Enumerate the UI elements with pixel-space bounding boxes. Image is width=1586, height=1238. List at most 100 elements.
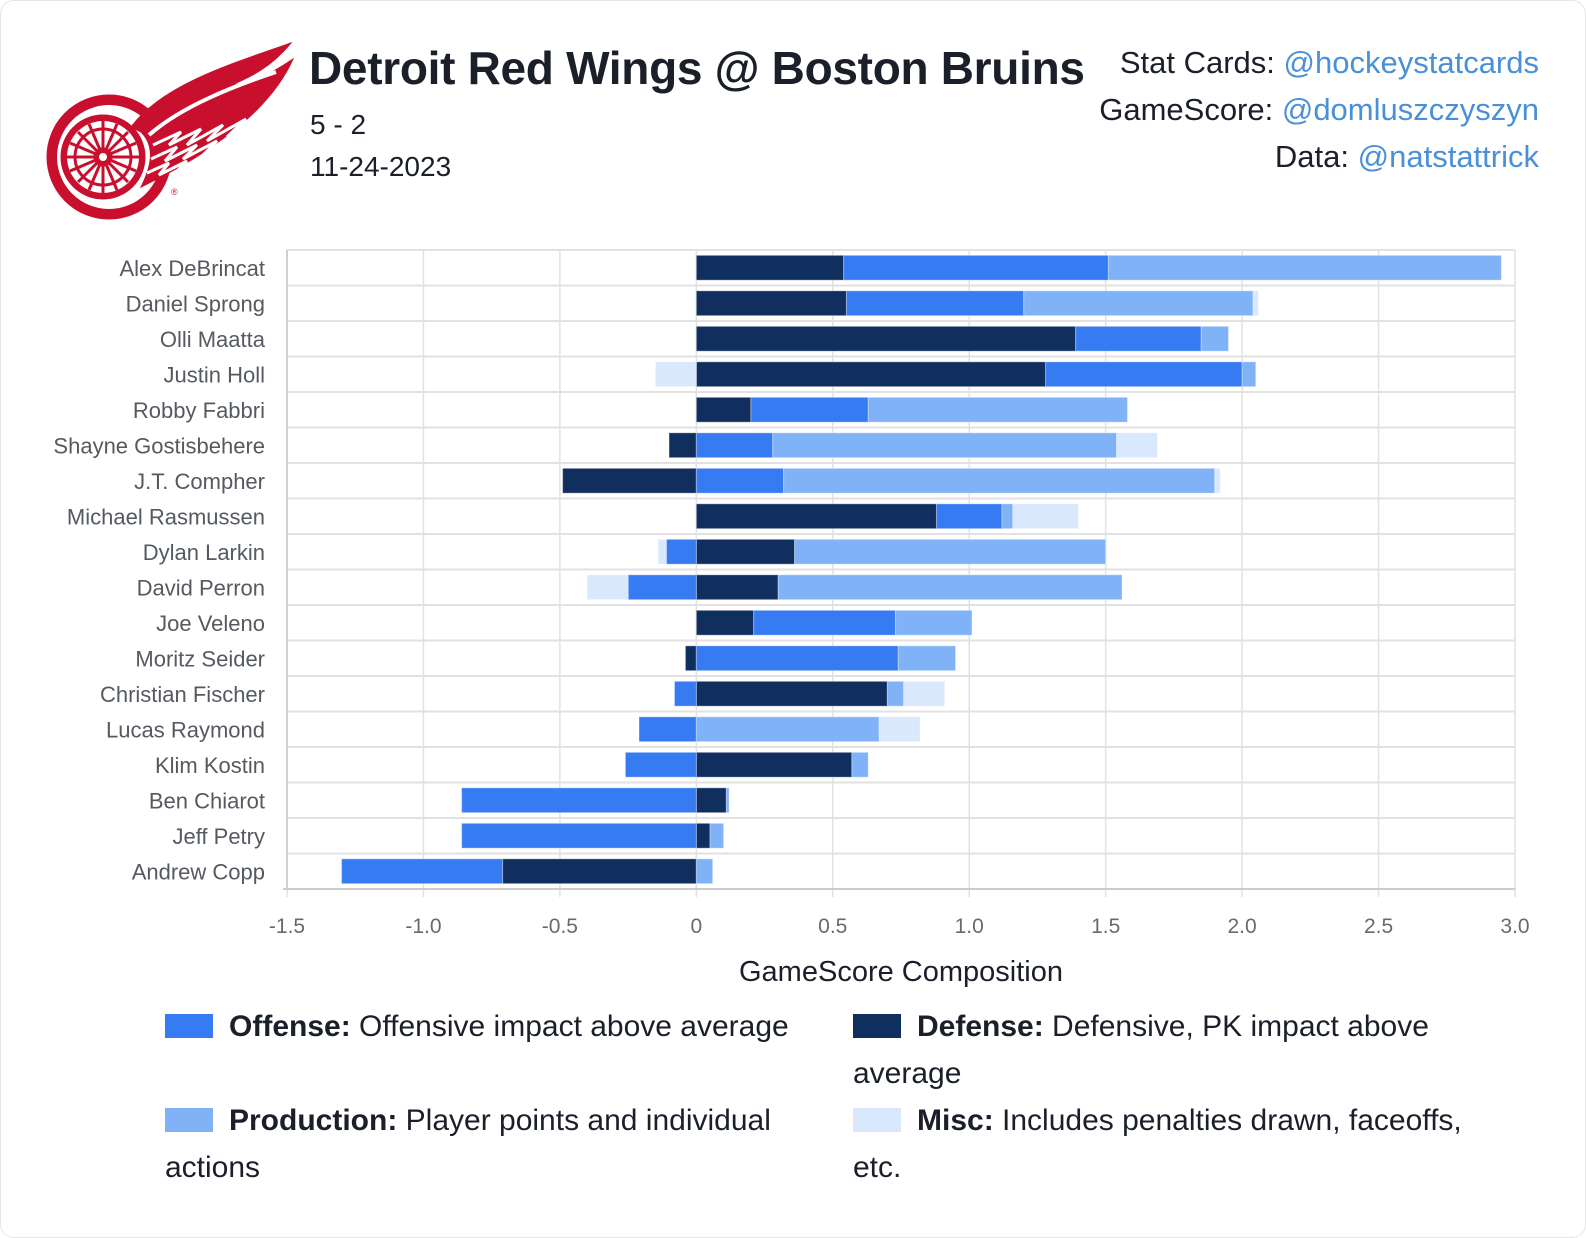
bar-production[interactable]	[1200, 325, 1229, 352]
bar-misc[interactable]	[654, 361, 697, 388]
legend-desc: Defensive, PK impact above average	[853, 1010, 1429, 1090]
bar-defense[interactable]	[562, 467, 697, 494]
legend-desc: Offensive impact above average	[350, 1010, 789, 1043]
bar-misc[interactable]	[1252, 290, 1259, 317]
bar-offense[interactable]	[624, 751, 697, 778]
credit-label: GameScore:	[1099, 92, 1282, 127]
x-tick-label: 0.5	[818, 915, 847, 938]
y-tick-label: Ben Chiarot	[149, 788, 265, 813]
bar-offense[interactable]	[665, 538, 697, 565]
bar-defense[interactable]	[502, 858, 697, 885]
bar-defense[interactable]	[695, 361, 1047, 388]
bar-production[interactable]	[725, 787, 730, 814]
bar-production[interactable]	[1001, 503, 1014, 530]
bar-production[interactable]	[794, 538, 1107, 565]
bar-production[interactable]	[886, 680, 905, 707]
bar-offense[interactable]	[750, 396, 869, 423]
bar-misc[interactable]	[1214, 467, 1221, 494]
legend-label: Misc:	[917, 1104, 994, 1137]
bar-misc[interactable]	[657, 538, 667, 565]
legend-desc: Player points and individual actions	[165, 1104, 771, 1184]
bar-production[interactable]	[895, 609, 973, 636]
legend-swatch-production	[165, 1108, 213, 1132]
bar-misc[interactable]	[586, 574, 629, 601]
y-tick-label: J.T. Compher	[134, 469, 265, 494]
y-tick-label: Robby Fabbri	[133, 398, 265, 423]
bar-production[interactable]	[772, 432, 1118, 459]
bar-defense[interactable]	[695, 538, 796, 565]
bar-defense[interactable]	[695, 254, 845, 281]
bar-offense[interactable]	[341, 858, 504, 885]
game-date: 11-24-2023	[310, 151, 452, 182]
bar-misc[interactable]	[878, 716, 921, 743]
bar-defense[interactable]	[695, 574, 779, 601]
legend-item-offense: Offense: Offensive impact above average	[165, 1003, 845, 1050]
credit-label: Data:	[1274, 139, 1358, 174]
x-tick-label: 1.0	[955, 915, 984, 938]
y-tick-label: Jeff Petry	[172, 824, 265, 849]
bar-offense[interactable]	[1045, 361, 1243, 388]
bar-misc[interactable]	[1116, 432, 1159, 459]
bar-production[interactable]	[695, 716, 880, 743]
bar-offense[interactable]	[627, 574, 697, 601]
x-tick-label: 1.5	[1091, 915, 1120, 938]
bar-offense[interactable]	[843, 254, 1109, 281]
x-tick-label: -0.5	[542, 915, 578, 938]
bar-production[interactable]	[709, 822, 725, 849]
bar-defense[interactable]	[695, 787, 727, 814]
bar-offense[interactable]	[935, 503, 1003, 530]
bar-defense[interactable]	[695, 503, 937, 530]
bar-defense[interactable]	[695, 822, 711, 849]
y-tick-label: Shayne Gostisbehere	[53, 433, 265, 458]
bar-misc[interactable]	[903, 680, 946, 707]
credit-link-hockeystatcards[interactable]: @hockeystatcards	[1283, 45, 1539, 80]
bar-defense[interactable]	[695, 609, 755, 636]
credits: Stat Cards: @hockeystatcards GameScore: …	[1099, 39, 1539, 180]
bar-misc[interactable]	[1012, 503, 1079, 530]
bar-defense[interactable]	[695, 680, 888, 707]
x-tick-label: -1.0	[405, 915, 441, 938]
credit-data: Data: @natstattrick	[1099, 133, 1539, 180]
bar-defense[interactable]	[695, 325, 1077, 352]
bar-defense[interactable]	[684, 645, 697, 672]
bar-production[interactable]	[1241, 361, 1257, 388]
credit-link-natstattrick[interactable]: @natstattrick	[1357, 139, 1539, 174]
bar-offense[interactable]	[695, 645, 899, 672]
x-tick-label: 2.5	[1364, 915, 1393, 938]
x-axis-title: GameScore Composition	[739, 956, 1063, 988]
gamescore-bar-chart: Alex DeBrincat Daniel Sprong Olli Maatta Ju…	[53, 249, 1530, 988]
legend-label: Defense:	[917, 1010, 1044, 1043]
bar-offense[interactable]	[753, 609, 897, 636]
bar-production[interactable]	[867, 396, 1128, 423]
bar-production[interactable]	[777, 574, 1123, 601]
bar-defense[interactable]	[695, 751, 853, 778]
bar-offense[interactable]	[638, 716, 697, 743]
bar-production[interactable]	[695, 858, 714, 885]
legend-item-production: Production: Player points and individual…	[165, 1097, 825, 1191]
legend-item-misc: Misc: Includes penalties drawn, faceoffs…	[853, 1097, 1513, 1191]
bar-production[interactable]	[1107, 254, 1502, 281]
game-title: Detroit Red Wings @ Boston Bruins	[309, 42, 1085, 94]
game-score: 5 - 2	[310, 109, 367, 140]
y-tick-label: Olli Maatta	[160, 327, 266, 352]
bar-defense[interactable]	[695, 290, 847, 317]
bar-offense[interactable]	[461, 822, 697, 849]
bar-production[interactable]	[897, 645, 957, 672]
bar-offense[interactable]	[695, 432, 774, 459]
credit-link-domluszczyszyn[interactable]: @domluszczyszyn	[1281, 92, 1539, 127]
bar-production[interactable]	[1023, 290, 1254, 317]
x-tick-label: -1.5	[269, 915, 305, 938]
bar-offense[interactable]	[674, 680, 697, 707]
bar-offense[interactable]	[461, 787, 697, 814]
y-tick-label: Klim Kostin	[155, 753, 265, 778]
bar-offense[interactable]	[1075, 325, 1202, 352]
bar-defense[interactable]	[695, 396, 752, 423]
bar-defense[interactable]	[668, 432, 697, 459]
legend-desc: Includes penalties drawn, faceoffs, etc.	[853, 1104, 1462, 1184]
bar-production[interactable]	[783, 467, 1216, 494]
bar-production[interactable]	[851, 751, 869, 778]
bar-offense[interactable]	[845, 290, 1025, 317]
svg-text:®: ®	[171, 187, 178, 197]
bar-offense[interactable]	[695, 467, 785, 494]
y-tick-label: Andrew Copp	[132, 859, 265, 884]
